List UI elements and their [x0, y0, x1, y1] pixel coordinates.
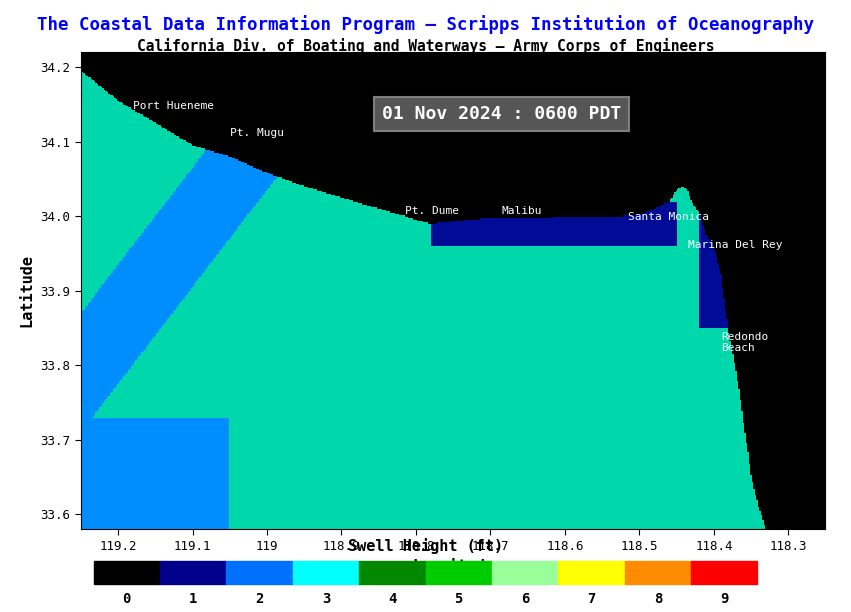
- Text: California Div. of Boating and Waterways – Army Corps of Engineers: California Div. of Boating and Waterways…: [137, 38, 714, 54]
- Bar: [226, 561, 293, 584]
- Bar: [492, 561, 558, 584]
- Text: 9: 9: [720, 592, 728, 606]
- Y-axis label: Latitude: Latitude: [20, 254, 35, 327]
- Text: 8: 8: [654, 592, 662, 606]
- Text: The Coastal Data Information Program – Scripps Institution of Oceanography: The Coastal Data Information Program – S…: [37, 15, 814, 34]
- X-axis label: Longitude: Longitude: [412, 558, 494, 574]
- Text: Santa Monica: Santa Monica: [628, 212, 709, 222]
- Text: Port Hueneme: Port Hueneme: [133, 100, 214, 111]
- Text: 1: 1: [189, 592, 197, 606]
- Text: 7: 7: [587, 592, 596, 606]
- Bar: [558, 561, 625, 584]
- Text: Marina Del Rey: Marina Del Rey: [688, 240, 782, 250]
- Text: 4: 4: [388, 592, 397, 606]
- Bar: [359, 561, 426, 584]
- Text: 3: 3: [322, 592, 330, 606]
- Text: Swell Height (ft): Swell Height (ft): [348, 538, 503, 554]
- Text: 0: 0: [123, 592, 131, 606]
- Text: 5: 5: [454, 592, 463, 606]
- Bar: [94, 561, 160, 584]
- Text: Malibu: Malibu: [501, 206, 542, 217]
- Bar: [426, 561, 492, 584]
- Text: Pt. Dume: Pt. Dume: [405, 206, 459, 217]
- Bar: [293, 561, 359, 584]
- Bar: [160, 561, 226, 584]
- Text: Redondo
Beach: Redondo Beach: [722, 332, 768, 353]
- Text: 6: 6: [521, 592, 529, 606]
- Text: 2: 2: [255, 592, 264, 606]
- Text: Pt. Mugu: Pt. Mugu: [230, 128, 283, 138]
- Bar: [691, 561, 757, 584]
- Bar: [625, 561, 691, 584]
- Text: 01 Nov 2024 : 0600 PDT: 01 Nov 2024 : 0600 PDT: [382, 105, 621, 123]
